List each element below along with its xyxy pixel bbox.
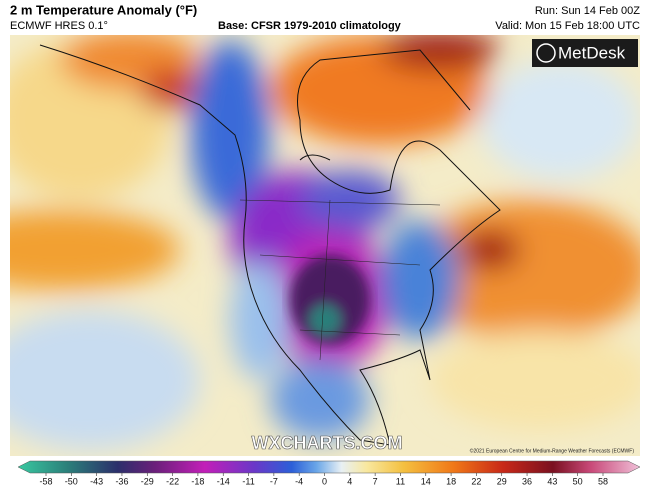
logo-box [532,39,638,67]
colorbar-tick-label: -11 [242,476,254,486]
copyright: ©2021 European Centre for Medium-Range W… [470,447,635,454]
colorbar-tick-label: 29 [497,476,507,486]
colorbar-tick-label: 18 [446,476,456,486]
base: Base: CFSR 1979-2010 climatology [218,20,402,32]
logo: MetDesk [558,43,626,62]
map [10,35,640,456]
colorbar-ticks: -58 -50 -43 -36 -29 -22 -18 -14 -11 -7 -4 0 4 7 11 14 18… [39,473,608,486]
colorbar-tick-label: 7 [373,476,378,486]
colorbar-tick-label: 43 [547,476,557,486]
colorbar-tick-label: 58 [598,476,608,486]
colorbar-tick-label: -58 [39,476,52,486]
colorbar-tick-label: -22 [166,476,179,486]
colorbar-tick-label: -18 [191,476,204,486]
colorbar-tick-label: -50 [65,476,78,486]
colorbar-tick-label: -29 [141,476,154,486]
colorbar-tick-label: 22 [471,476,481,486]
colorbar-tick-label: 36 [522,476,532,486]
valid: Valid: Mon 15 Feb 18:00 UTC [495,20,640,32]
colorbar-tick-label: 4 [347,476,352,486]
colorbar-tick-label: 50 [573,476,583,486]
colorbar-tick-label: 11 [396,476,405,486]
coastline [39,44,501,446]
colorbar-tick-label: 0 [322,476,327,486]
colorbar-tick-label: -7 [270,476,278,486]
colorbar-tick-label: 14 [421,476,431,486]
title: 2 m Temperature Anomaly (°F) [10,2,197,17]
colorbar-tick-label: -43 [90,476,103,486]
colorbar-tick-label: -14 [217,476,230,486]
watermark: WXCHARTS.COM [252,433,403,453]
run: Run: Sun 14 Feb 00Z [535,5,640,17]
model: ECMWF HRES 0.1° [10,20,108,32]
colorbar-tick-label: -4 [295,476,303,486]
colorbar [17,460,641,474]
logo-icon [536,43,556,63]
borders [239,199,441,361]
colorbar-tick-label: -36 [115,476,128,486]
